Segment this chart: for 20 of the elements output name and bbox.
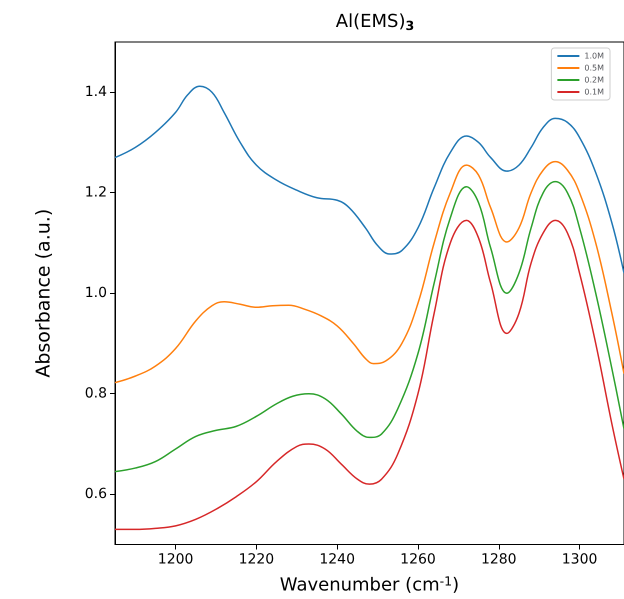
x-tick-label: 1300 — [562, 551, 598, 568]
y-tick-label: 1.2 — [84, 184, 107, 201]
x-tick-label: 1240 — [319, 551, 356, 568]
x-tick-label: 1280 — [480, 551, 517, 568]
y-tick-label: 1.4 — [84, 84, 108, 100]
y-axis-title: Absorbance (a.u.) — [32, 208, 54, 378]
line-series — [114, 220, 624, 530]
line-series — [114, 160, 624, 384]
legend-label: 0.5M — [584, 64, 604, 72]
legend-label: 0.2M — [584, 76, 604, 84]
y-tick-label: 1.0 — [84, 285, 107, 302]
legend-label: 1.0M — [584, 52, 604, 60]
x-tick-label: 1260 — [400, 551, 436, 568]
x-tick-label: 1220 — [238, 551, 274, 568]
legend-label: 0.1M — [584, 88, 604, 96]
line-series — [114, 85, 624, 274]
y-tick-label: 0.6 — [84, 486, 108, 502]
y-tick-label: 0.8 — [84, 386, 107, 402]
line-series — [114, 180, 624, 472]
x-tick-label: 1200 — [158, 551, 194, 568]
